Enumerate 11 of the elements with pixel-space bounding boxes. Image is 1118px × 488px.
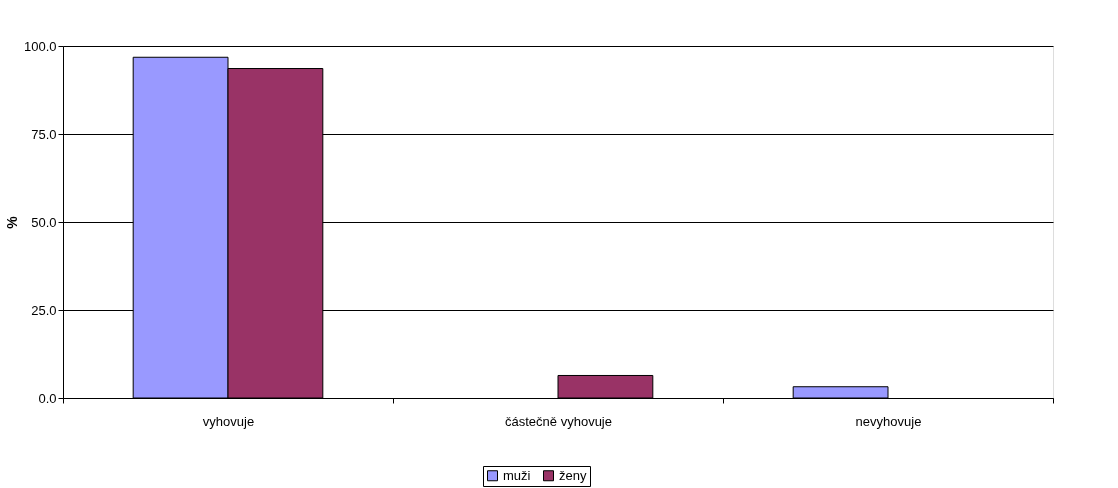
y-tick-label: 100.0: [23, 38, 57, 54]
y-tick-label: 0.0: [38, 390, 57, 406]
legend-label: ženy: [559, 467, 587, 483]
legend-label: muži: [503, 467, 531, 483]
y-tick-label: 50.0: [31, 214, 57, 230]
x-tick-label: částečně vyhovuje: [505, 413, 612, 429]
x-tick-label: vyhovuje: [202, 413, 255, 429]
x-tick-label: nevyhovuje: [855, 413, 922, 429]
y-tick-label: 75.0: [31, 126, 57, 142]
y-tick-label: 25.0: [31, 302, 57, 318]
y-axis-title: %: [3, 215, 20, 229]
